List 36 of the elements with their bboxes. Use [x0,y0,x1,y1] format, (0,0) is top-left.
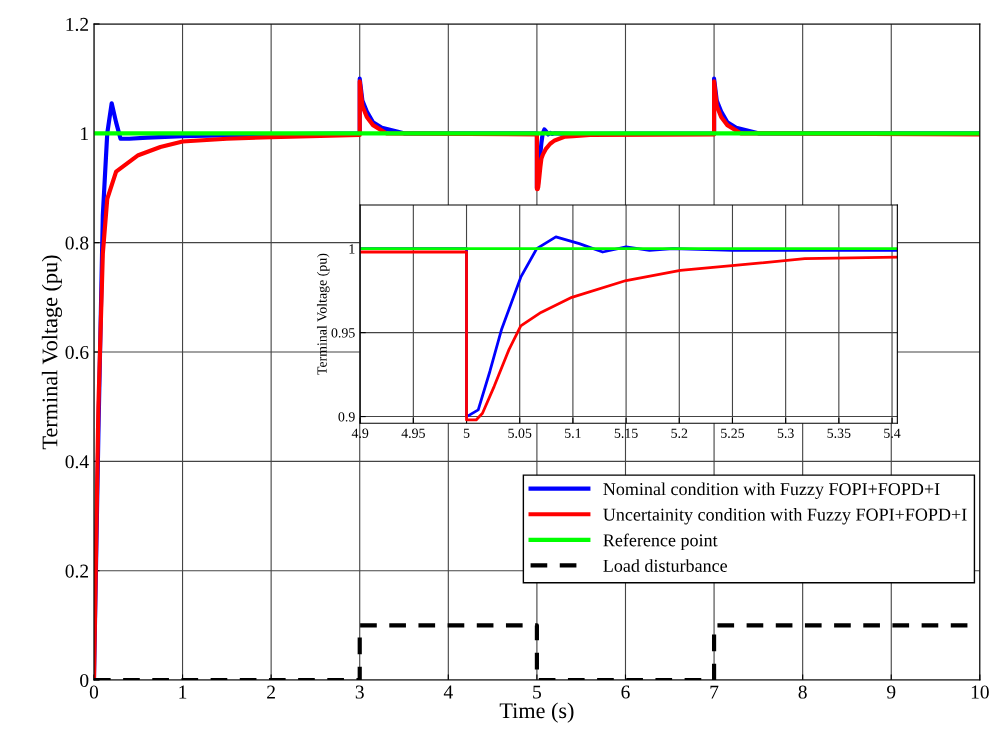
y-tick-label: 1 [349,244,355,254]
legend-label: Reference point [603,533,718,551]
legend-label: Nominal condition with Fuzzy FOPI+FOPD+I [603,482,940,499]
x-tick-label: 2 [267,685,275,699]
x-tick-label: 8 [798,685,807,699]
legend-label: Load disturbance [603,559,728,572]
y-tick-label: 0.2 [65,564,89,578]
y-tick-label: 0.9 [338,412,355,422]
legend-label: Uncertainity condition with Fuzzy FOPI+FOPD+I [603,508,967,525]
x-tick-label: 5.2 [671,428,688,438]
x-tick-label: 1 [179,685,187,699]
x-tick-label: 6 [621,685,630,699]
x-tick-label: 0 [89,685,99,699]
y-tick-label: 1.2 [66,17,89,31]
y-axis-title: Terminal Voltage (pu) [41,255,63,450]
x-tick-label: 4.95 [401,428,425,438]
y-tick-label: 1 [81,127,88,141]
x-tick-label: 5.35 [827,428,851,438]
y-tick-label: 0.4 [65,455,89,469]
x-tick-label: 9 [887,685,896,699]
x-tick-label: 5.1 [565,428,581,438]
x-tick-label: 3 [355,685,364,699]
y-axis-title: Terminal Voltage (pu) [316,253,330,375]
x-tick-label: 5 [533,685,541,699]
x-tick-label: 4 [443,685,453,699]
x-tick-label: 7 [710,685,719,699]
x-tick-label: 5.05 [508,428,532,438]
y-tick-label: 0.8 [65,236,89,250]
x-axis-title: Time (s) [499,702,574,723]
x-tick-label: 5.25 [721,428,745,438]
x-tick-label: 5.3 [777,428,794,438]
y-tick-label: 0 [80,673,89,687]
x-tick-label: 10 [971,685,989,699]
y-tick-label: 0.6 [65,345,89,360]
x-tick-label: 5 [463,428,470,438]
y-tick-label: 0.95 [331,328,355,338]
